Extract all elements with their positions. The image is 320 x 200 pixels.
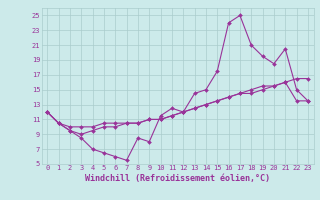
X-axis label: Windchill (Refroidissement éolien,°C): Windchill (Refroidissement éolien,°C) [85,174,270,183]
